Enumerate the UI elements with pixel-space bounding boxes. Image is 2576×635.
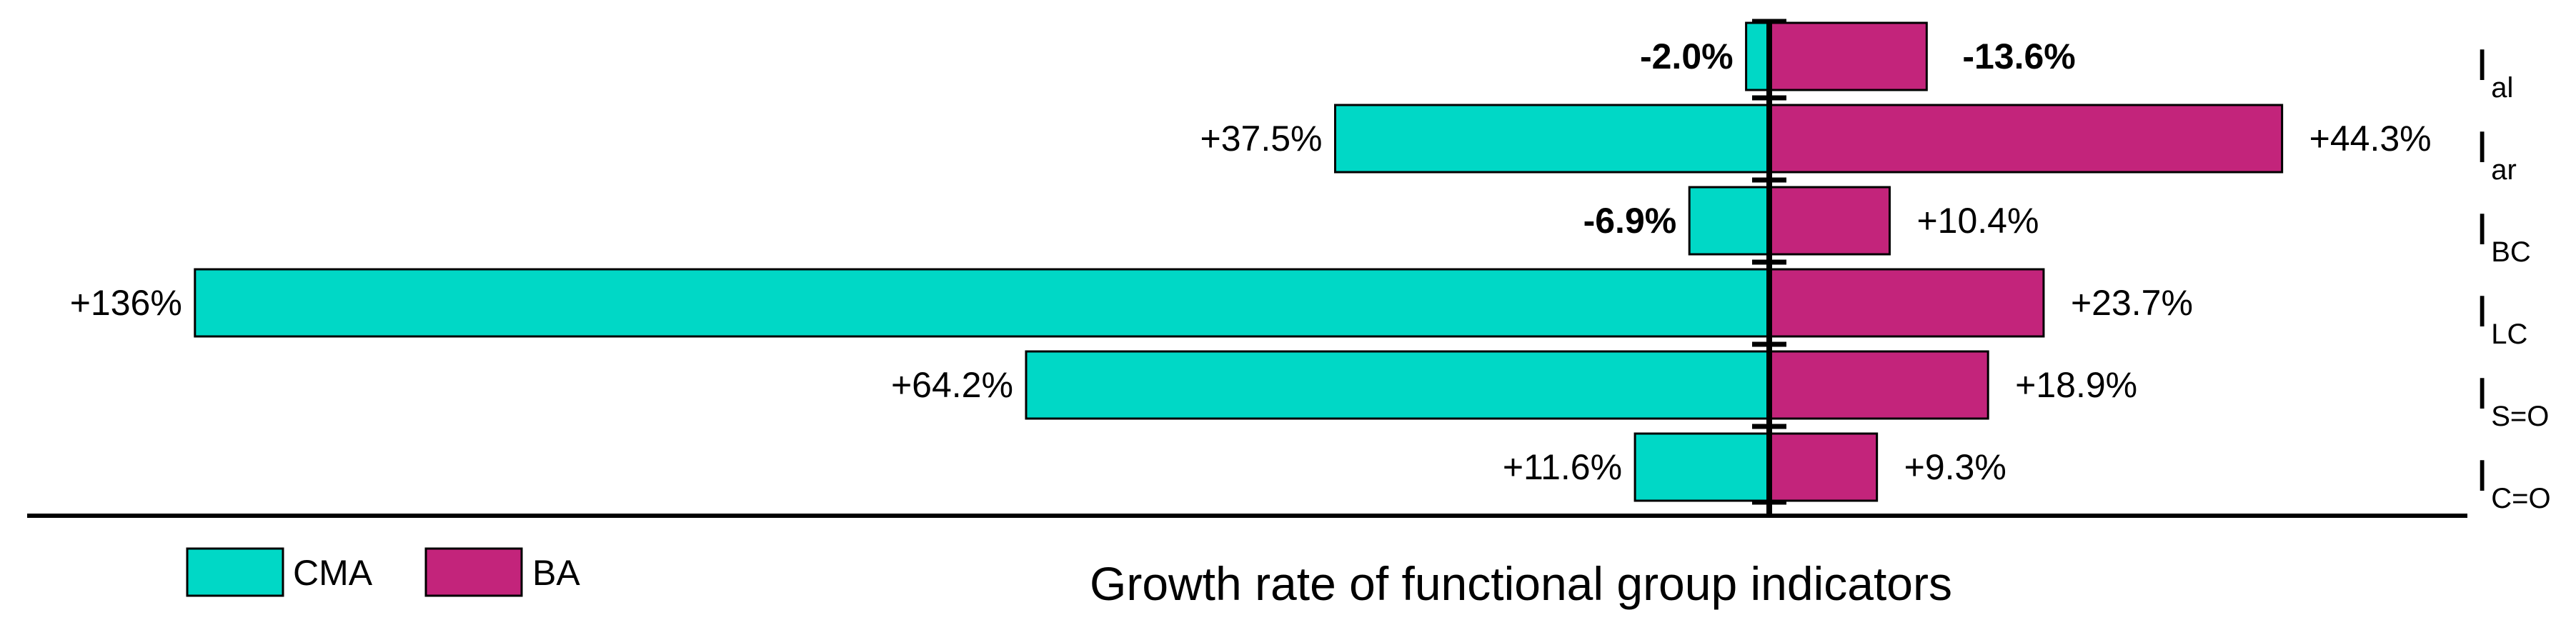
value-label-cma: -2.0%	[1640, 36, 1734, 76]
value-label-ba: +44.3%	[2309, 119, 2432, 159]
value-label-ba: +23.7%	[2071, 283, 2193, 323]
center-axis	[1752, 19, 1786, 516]
value-label-ba: +18.9%	[2015, 365, 2137, 405]
bar-ba	[1768, 21, 1928, 91]
category-label: I BC	[2476, 205, 2531, 268]
bar-cma	[1745, 21, 1771, 91]
legend-label-ba: BA	[532, 553, 580, 593]
value-label-cma: -6.9%	[1583, 201, 1677, 241]
bar-ba	[1768, 186, 1891, 256]
legend-label-cma: CMA	[293, 553, 373, 593]
bar-ba	[1768, 432, 1879, 502]
bar-ba	[1768, 350, 1989, 420]
value-label-ba: +10.4%	[1916, 201, 2039, 241]
bar-ba	[1768, 268, 2045, 338]
value-label-cma: +37.5%	[1200, 119, 1323, 159]
bar-cma	[1334, 104, 1771, 174]
value-labels: -2.0% -13.6% +37.5% +44.3% -6.9% +10.4% +136% +…	[70, 36, 2432, 487]
category-label: I S=O	[2476, 369, 2549, 432]
value-label-cma: +11.6%	[1503, 447, 1622, 487]
bar-cma	[1025, 350, 1771, 420]
bar-ba	[1768, 104, 2284, 174]
category-label: I LC	[2476, 287, 2527, 350]
legend-swatch-cma	[186, 547, 284, 597]
value-label-ba: -13.6%	[1962, 36, 2075, 76]
bar-cma	[1688, 186, 1771, 256]
value-label-ba: +9.3%	[1904, 447, 2006, 487]
bar-cma	[194, 268, 1771, 338]
legend-swatch-ba	[424, 547, 523, 597]
chart-title: Growth rate of functional group indicato…	[1090, 557, 1952, 610]
category-label: I C=O	[2476, 451, 2551, 514]
value-label-cma: +64.2%	[891, 365, 1013, 405]
bars-layer	[194, 21, 2284, 502]
bar-cma	[1633, 432, 1771, 502]
value-label-cma: +136%	[70, 283, 182, 323]
legend: CMA BA	[186, 547, 580, 597]
